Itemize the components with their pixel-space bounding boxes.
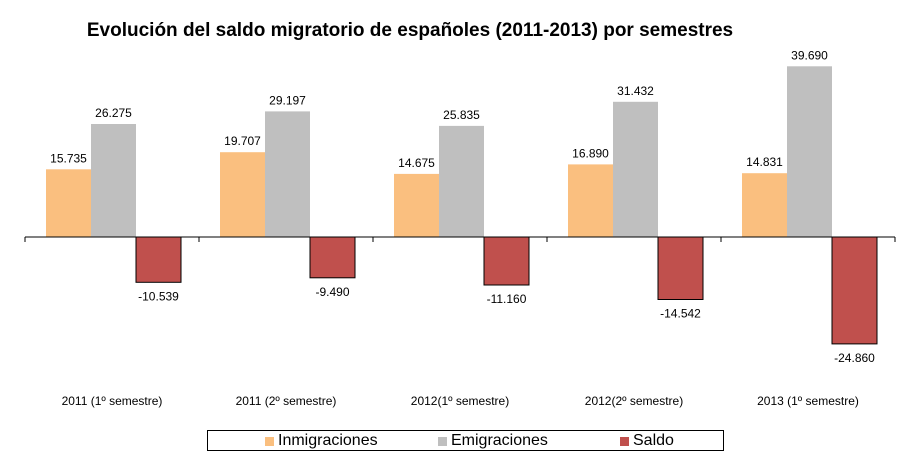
data-label-inmigraciones-2: 14.675 (398, 156, 435, 170)
x-tick-label-4: 2013 (1º semestre) (757, 394, 859, 408)
bar-emigraciones-1 (265, 111, 310, 237)
bar-inmigraciones-1 (220, 152, 265, 237)
bar-saldo-4 (831, 236, 878, 345)
legend-label-saldo: Saldo (633, 432, 674, 449)
data-label-emigraciones-4: 39.690 (791, 48, 828, 62)
bar-emigraciones-2 (439, 125, 484, 237)
data-label-saldo-0: -10.539 (138, 289, 179, 303)
legend-swatch-emigraciones (438, 436, 447, 446)
legend-label-emigraciones: Emigraciones (451, 432, 548, 449)
bar-saldo-1 (309, 236, 356, 279)
bar-inmigraciones-2 (394, 173, 439, 237)
data-label-inmigraciones-4: 14.831 (746, 155, 783, 169)
bar-saldo-2 (483, 236, 530, 286)
legend-item-emigraciones: Emigraciones (438, 432, 548, 450)
data-label-emigraciones-1: 29.197 (269, 93, 306, 107)
bar-inmigraciones-4 (742, 173, 787, 237)
x-tick-label-3: 2012(2º semestre) (585, 394, 683, 408)
legend-swatch-saldo (620, 436, 629, 446)
x-tick-label-2: 2012(1º semestre) (411, 394, 509, 408)
bar-inmigraciones-0 (46, 169, 91, 237)
legend: Inmigraciones Emigraciones Saldo (207, 430, 724, 451)
bar-emigraciones-4 (787, 66, 832, 237)
bar-inmigraciones-3 (568, 164, 613, 237)
bar-saldo-3 (657, 236, 704, 300)
bar-emigraciones-0 (91, 124, 136, 237)
data-label-inmigraciones-3: 16.890 (572, 146, 609, 160)
legend-item-inmigraciones: Inmigraciones (265, 432, 378, 450)
data-label-saldo-2: -11.160 (487, 292, 527, 306)
data-label-emigraciones-2: 25.835 (443, 108, 480, 122)
x-tick-label-1: 2011 (2º semestre) (236, 394, 337, 408)
bar-emigraciones-3 (613, 101, 658, 237)
x-tick-label-0: 2011 (1º semestre) (62, 394, 163, 408)
legend-item-saldo: Saldo (620, 432, 674, 450)
legend-swatch-inmigraciones (265, 436, 274, 446)
data-label-saldo-3: -14.542 (660, 307, 701, 321)
bar-saldo-0 (135, 236, 182, 283)
data-label-emigraciones-3: 31.432 (617, 84, 654, 98)
chart-title: Evolución del saldo migratorio de españo… (86, 20, 734, 41)
data-label-inmigraciones-0: 15.735 (50, 151, 87, 165)
data-label-emigraciones-0: 26.275 (95, 106, 132, 120)
data-label-saldo-1: -9.490 (315, 285, 349, 299)
data-label-saldo-4: -24.860 (834, 351, 875, 365)
legend-label-inmigraciones: Inmigraciones (278, 432, 378, 449)
data-label-inmigraciones-1: 19.707 (224, 134, 261, 148)
